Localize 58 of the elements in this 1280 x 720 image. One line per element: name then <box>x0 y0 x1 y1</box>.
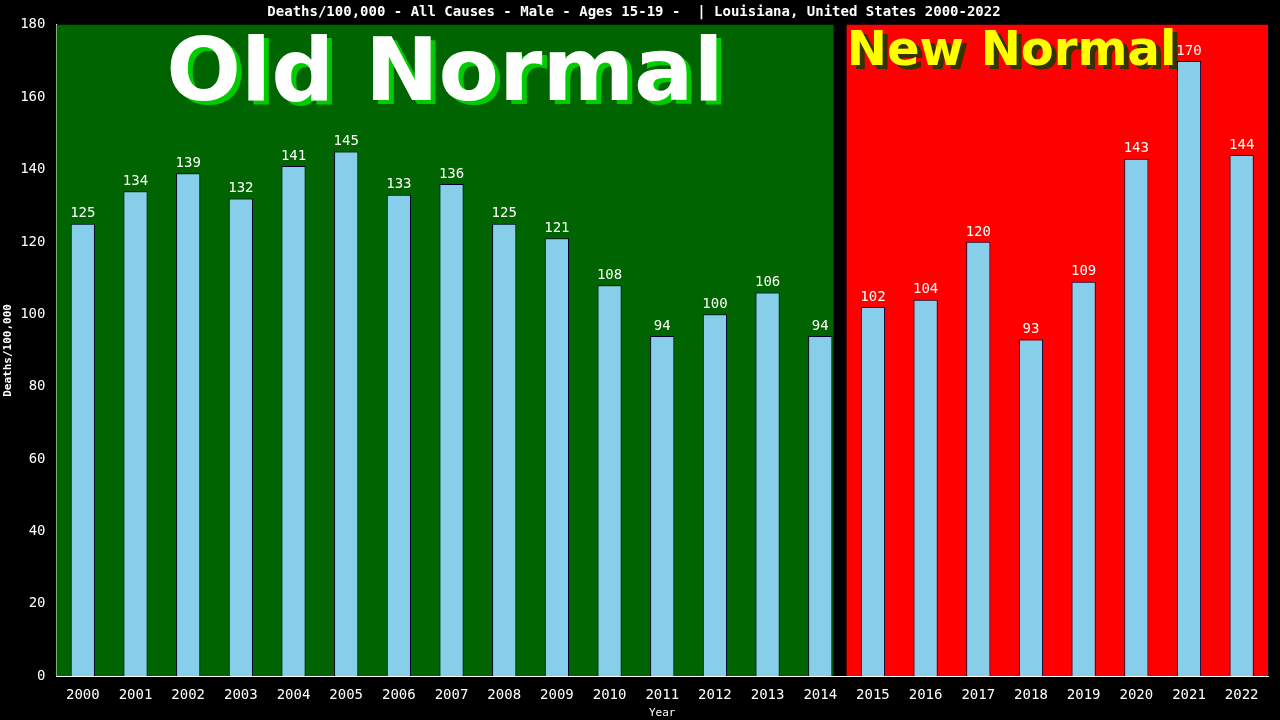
x-tick-label: 2009 <box>540 686 574 703</box>
y-tick-label: 160 <box>20 87 46 104</box>
x-tick-label: 2010 <box>592 686 627 703</box>
x-tick-label: 2006 <box>382 686 416 703</box>
x-tick-label: 2008 <box>487 686 522 703</box>
y-tick-label: 20 <box>28 594 46 611</box>
data-label: 136 <box>438 164 465 181</box>
y-tick-label: 140 <box>20 160 46 177</box>
x-tick-label: 2012 <box>698 686 732 703</box>
data-label: 125 <box>70 204 96 221</box>
x-tick-label: 2021 <box>1172 686 1206 703</box>
x-tick-label: 2020 <box>1119 686 1154 703</box>
x-tick-label: 2003 <box>223 686 258 703</box>
x-tick-label: 2000 <box>65 686 100 703</box>
y-tick-label: 80 <box>28 377 46 394</box>
y-tick-label: 100 <box>20 304 46 321</box>
data-label: 104 <box>912 280 939 297</box>
data-label: 108 <box>596 265 623 282</box>
x-tick-label: 2013 <box>750 686 785 703</box>
data-label: 125 <box>491 204 517 221</box>
data-label: 141 <box>280 146 307 163</box>
data-label: 139 <box>175 153 201 170</box>
x-tick-label: 2004 <box>276 686 311 703</box>
x-tick-label: 2015 <box>856 686 890 703</box>
data-label: 93 <box>1022 320 1040 337</box>
data-label: 94 <box>653 316 671 333</box>
x-tick-label: 2017 <box>961 686 996 703</box>
data-label: 106 <box>754 273 781 290</box>
x-tick-label: 2002 <box>171 686 206 703</box>
x-tick-label: 2018 <box>1014 686 1048 703</box>
data-label: 144 <box>1229 135 1255 152</box>
data-label: 120 <box>965 222 991 239</box>
y-tick-label: 40 <box>28 521 46 538</box>
x-tick-label: 2001 <box>118 686 153 703</box>
x-tick-label: 2022 <box>1224 686 1259 703</box>
x-axis-title: Year <box>648 706 676 720</box>
x-tick-label: 2005 <box>329 686 364 703</box>
data-label: 121 <box>544 218 570 235</box>
y-tick-label: 0 <box>37 666 46 683</box>
data-label: 94 <box>811 316 829 333</box>
data-label: 132 <box>228 179 254 196</box>
x-tick-label: 2016 <box>908 686 943 703</box>
y-tick-label: 180 <box>20 15 46 32</box>
chart-title: Deaths/100,000 - All Causes - Male - Ages 15-19 - | Louisiana, United States 2000-2022 <box>267 3 1001 21</box>
y-tick-label: 60 <box>28 449 46 466</box>
data-label: 109 <box>1070 262 1097 279</box>
y-axis-title: Deaths/100,000 <box>1 304 15 397</box>
data-label: 133 <box>386 175 412 192</box>
x-tick-label: 2007 <box>434 686 469 703</box>
data-label: 134 <box>122 171 149 188</box>
data-label: 100 <box>702 294 728 311</box>
x-tick-label: 2014 <box>803 686 838 703</box>
data-label: 145 <box>333 132 359 149</box>
data-label: 143 <box>1123 139 1149 156</box>
y-tick-label: 120 <box>20 232 46 249</box>
x-tick-label: 2019 <box>1066 686 1101 703</box>
x-tick-label: 2011 <box>645 686 680 703</box>
data-label: 102 <box>860 287 886 304</box>
